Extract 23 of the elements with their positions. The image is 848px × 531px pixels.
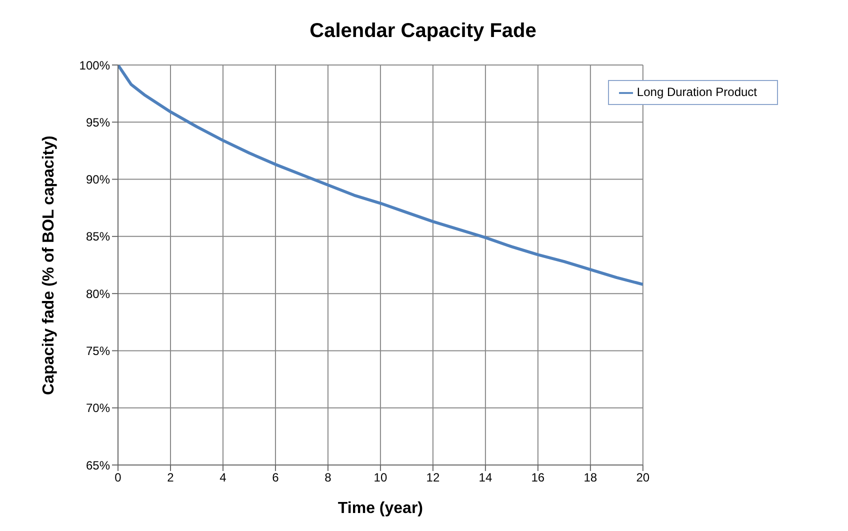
x-tick-label: 8 bbox=[324, 470, 332, 485]
x-tick-label: 10 bbox=[374, 470, 388, 485]
x-tick-label: 18 bbox=[584, 470, 598, 485]
y-tick-label: 70% bbox=[86, 401, 110, 416]
x-tick-label: 14 bbox=[478, 470, 492, 485]
y-tick-label: 100% bbox=[79, 58, 110, 72]
chart-title: Calendar Capacity Fade bbox=[308, 19, 538, 44]
y-tick-label: 75% bbox=[86, 344, 110, 358]
x-tick-label: 0 bbox=[114, 470, 122, 485]
y-tick-label: 65% bbox=[86, 458, 110, 472]
x-axis-title: Time (year) bbox=[338, 500, 423, 517]
x-tick-label: 4 bbox=[220, 470, 227, 485]
legend-label: Long Duration Product bbox=[636, 85, 757, 99]
y-tick-label: 85% bbox=[86, 230, 110, 244]
y-tick-label: 90% bbox=[86, 172, 110, 187]
x-tick-label: 12 bbox=[426, 470, 440, 485]
x-tick-label: 6 bbox=[272, 470, 280, 485]
y-axis-title: Capacity fade (% of BOL capacity) bbox=[40, 136, 58, 395]
x-tick-label: 20 bbox=[636, 470, 650, 485]
x-tick-label: 2 bbox=[167, 470, 174, 485]
y-tick-label: 95% bbox=[86, 115, 110, 130]
y-tick-label: 80% bbox=[86, 286, 110, 301]
x-tick-label: 16 bbox=[531, 470, 545, 485]
